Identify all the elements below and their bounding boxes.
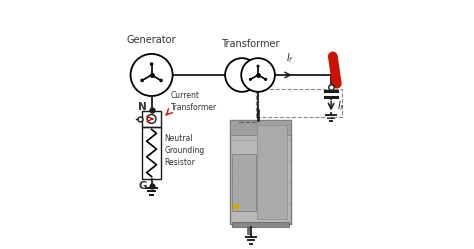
Bar [229, 120, 292, 135]
Text: $I_f$: $I_f$ [337, 99, 345, 113]
Bar [233, 204, 239, 209]
Text: Generator: Generator [127, 35, 176, 45]
Text: Neutral
Grounding
Resistor: Neutral Grounding Resistor [164, 134, 205, 167]
Text: N: N [138, 102, 147, 112]
Text: Current
Transformer: Current Transformer [171, 91, 217, 112]
Bar [142, 111, 161, 127]
Bar [232, 154, 255, 211]
Text: $I_f$: $I_f$ [286, 51, 294, 65]
Text: Transformer: Transformer [221, 40, 279, 50]
Circle shape [241, 58, 275, 92]
Bar [257, 124, 287, 219]
Text: G: G [138, 182, 147, 191]
Circle shape [147, 115, 156, 124]
Bar [232, 222, 289, 227]
Circle shape [225, 58, 259, 92]
Bar [255, 89, 342, 117]
Bar [142, 127, 161, 179]
Bar [229, 120, 292, 224]
